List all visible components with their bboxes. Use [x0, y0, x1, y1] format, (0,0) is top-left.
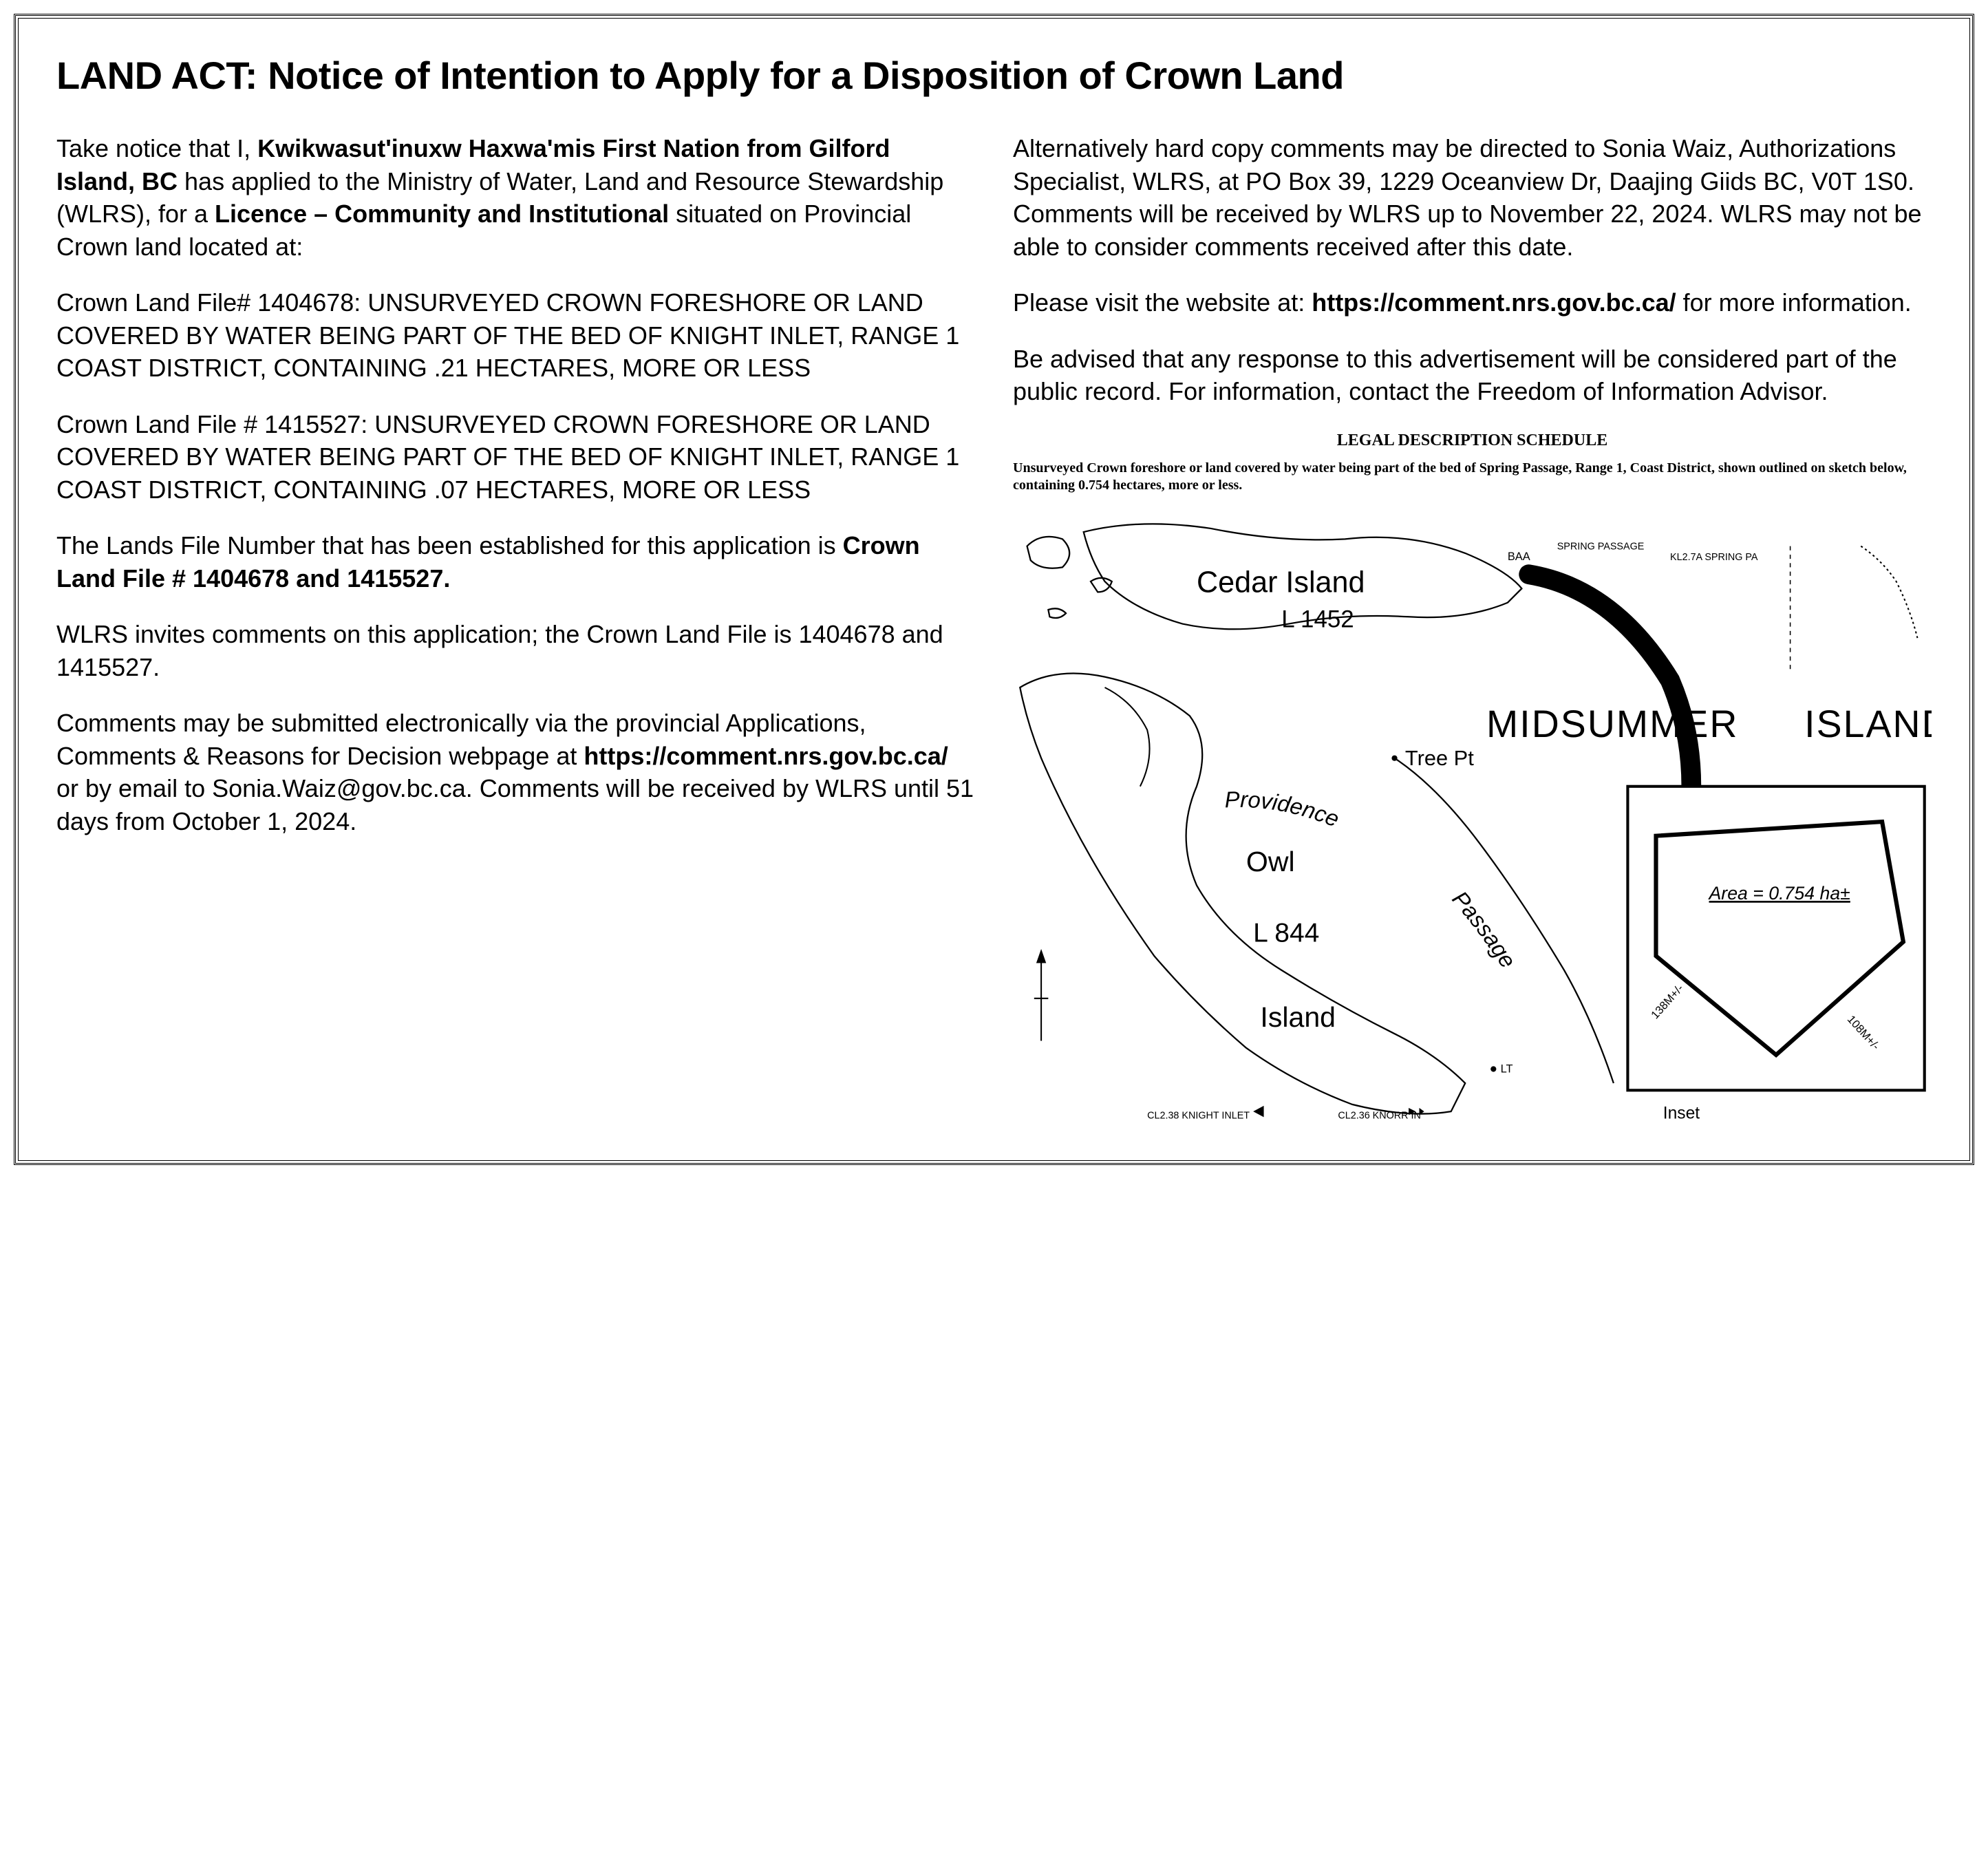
map-label-spring-passage: SPRING PASSAGE — [1557, 541, 1645, 552]
public-record-paragraph: Be advised that any response to this adv… — [1013, 343, 1932, 408]
map-label-l844: L 844 — [1253, 918, 1319, 948]
map-label-providence: Providence — [1224, 786, 1343, 831]
text: for more information. — [1676, 288, 1912, 317]
map-label-tree-pt: Tree Pt — [1405, 746, 1474, 770]
map-label-cedar: Cedar Island — [1197, 566, 1365, 599]
map-label-owl: Owl — [1246, 846, 1295, 877]
map-label-knight-mid: CL2.36 KNORR IN — [1338, 1110, 1421, 1121]
title-rest: Notice of Intention to Apply for a Dispo… — [257, 54, 1344, 97]
map-label-l1452: L 1452 — [1281, 606, 1354, 632]
hardcopy-paragraph: Alternatively hard copy comments may be … — [1013, 132, 1932, 263]
map-label-island-small: Island — [1260, 1001, 1336, 1033]
comment-url: https://comment.nrs.gov.bc.ca/ — [584, 742, 948, 770]
legal-schedule-title: LEGAL DESCRIPTION SCHEDULE — [1013, 431, 1932, 450]
two-column-layout: Take notice that I, Kwikwasut'inuxw Haxw… — [56, 132, 1932, 1140]
map-label-passage: Passage — [1447, 886, 1521, 972]
right-column: Alternatively hard copy comments may be … — [1013, 132, 1932, 1140]
map-label-inset: Inset — [1663, 1104, 1700, 1122]
map-section: LEGAL DESCRIPTION SCHEDULE Unsurveyed Cr… — [1013, 431, 1932, 1140]
map-label-klza: KL2.7A SPRING PA — [1670, 552, 1758, 563]
submit-comments: Comments may be submitted electronically… — [56, 707, 975, 837]
text: Please visit the website at: — [1013, 288, 1312, 317]
crown-land-file-2: Crown Land File # 1415527: UNSURVEYED CR… — [56, 408, 975, 506]
text: The Lands File Number that has been esta… — [56, 531, 843, 559]
website-url: https://comment.nrs.gov.bc.ca/ — [1312, 288, 1676, 317]
map-label-midsummer: MIDSUMMER — [1486, 702, 1739, 745]
map-sketch: Cedar Island L 1452 BAA SPRING PASSAGE K… — [1013, 504, 1932, 1140]
page-title: LAND ACT: Notice of Intention to Apply f… — [56, 53, 1932, 98]
text: Take notice that I, — [56, 134, 257, 162]
website-paragraph: Please visit the website at: https://com… — [1013, 286, 1932, 319]
title-prefix: LAND ACT: — [56, 54, 257, 97]
licence-type: Licence – Community and Institutional — [215, 200, 669, 228]
file-number-paragraph: The Lands File Number that has been esta… — [56, 529, 975, 595]
document-outer-border: LAND ACT: Notice of Intention to Apply f… — [14, 14, 1974, 1165]
map-label-knight-left: CL2.38 KNIGHT INLET — [1147, 1110, 1250, 1121]
left-column: Take notice that I, Kwikwasut'inuxw Haxw… — [56, 132, 975, 1140]
invite-comments: WLRS invites comments on this applicatio… — [56, 618, 975, 683]
document-inner-border: LAND ACT: Notice of Intention to Apply f… — [18, 18, 1970, 1161]
map-label-area: Area = 0.754 ha± — [1708, 883, 1850, 904]
map-label-lt: LT — [1501, 1063, 1513, 1075]
map-label-baa: BAA — [1508, 551, 1530, 563]
intro-paragraph: Take notice that I, Kwikwasut'inuxw Haxw… — [56, 132, 975, 263]
crown-land-file-1: Crown Land File# 1404678: UNSURVEYED CRO… — [56, 286, 975, 385]
legal-schedule-desc: Unsurveyed Crown foreshore or land cover… — [1013, 460, 1932, 494]
text: or by email to Sonia.Waiz@gov.bc.ca. Com… — [56, 774, 974, 835]
map-label-island-big: ISLAND — [1804, 702, 1932, 745]
